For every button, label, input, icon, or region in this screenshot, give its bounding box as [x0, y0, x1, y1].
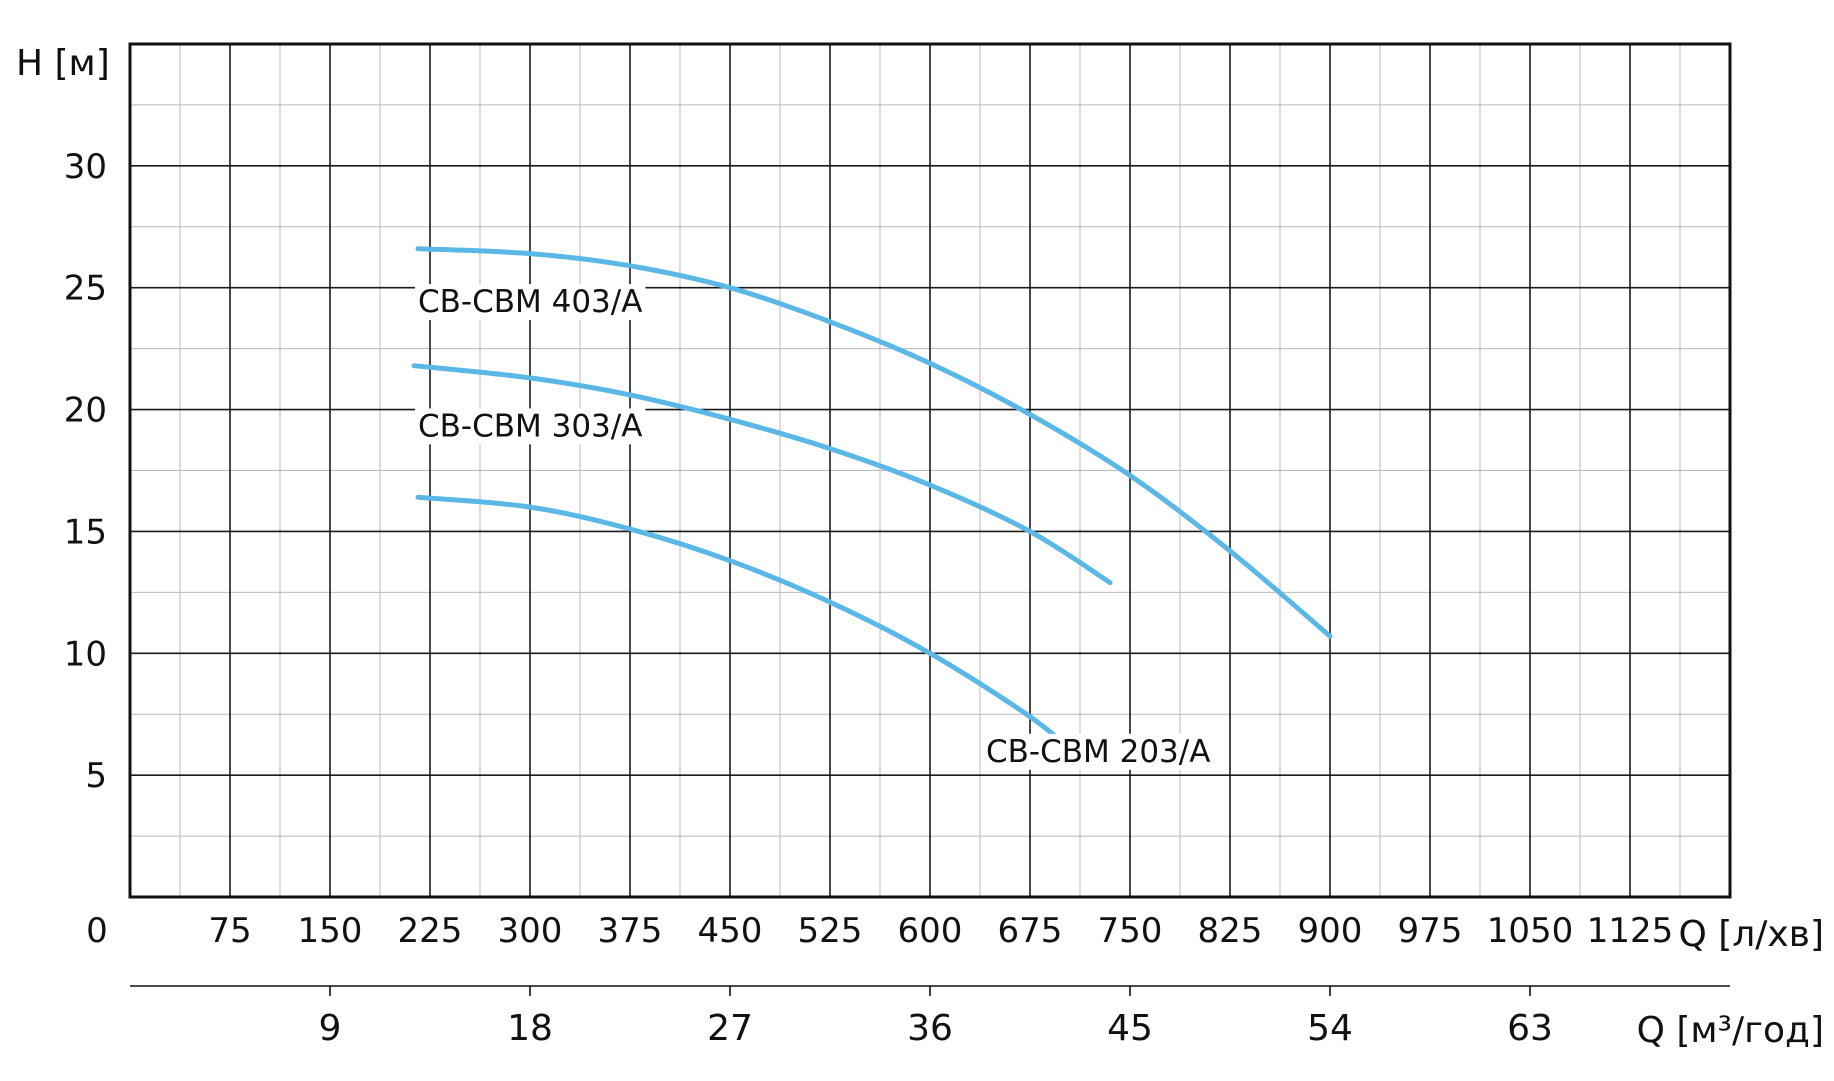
series-labels: CB-CBM 403/A CB-CBM 303/A CB-CBM 203/A [415, 284, 1214, 770]
y-tick-label: 10 [64, 634, 107, 674]
secondary-tick-label: 27 [707, 1008, 753, 1049]
series-label-2: CB-CBM 203/A [986, 734, 1210, 770]
x-tick-label: 450 [698, 911, 763, 951]
x-tick-label: 900 [1298, 911, 1363, 951]
x-tick-label: 825 [1198, 911, 1263, 951]
y-tick-label: 20 [64, 391, 107, 431]
x-tick-label: 75 [208, 911, 251, 951]
x-tick-label: 1125 [1587, 911, 1674, 951]
x-tick-label: 525 [798, 911, 863, 951]
x-tick-label: 0 [86, 911, 108, 951]
y-tick-label: 15 [64, 512, 107, 552]
series-label-background [983, 733, 1214, 770]
secondary-tick-label: 63 [1507, 1008, 1553, 1049]
y-tick-label: 25 [64, 269, 107, 309]
secondary-tick-label: 18 [507, 1008, 553, 1049]
secondary-tick-label: 45 [1107, 1008, 1153, 1049]
x-tick-label: 225 [398, 911, 463, 951]
secondary-x-axis-title: Q [м³/год] [1637, 1010, 1824, 1051]
x-tick-label: 150 [298, 911, 363, 951]
x-tick-label: 600 [898, 911, 963, 951]
x-tick-label: 300 [498, 911, 563, 951]
x-tick-label: 375 [598, 911, 663, 951]
secondary-tick-label: 9 [319, 1008, 342, 1049]
series-label-0: CB-CBM 403/A [418, 284, 642, 320]
series-line-0 [415, 246, 1333, 639]
plot-frame [128, 42, 1732, 899]
series-label-1: CB-CBM 303/A [418, 408, 642, 444]
x-tick-label: 750 [1098, 911, 1163, 951]
x-tick-label: 1050 [1487, 911, 1574, 951]
secondary-tick-labels: 9 18 27 36 45 54 63 [319, 986, 1553, 1049]
curves [411, 246, 1333, 761]
secondary-tick-label: 36 [907, 1008, 953, 1049]
series-label-background [415, 284, 646, 321]
y-axis-title: H [м] [16, 43, 110, 84]
y-tick-labels: 5 10 15 20 25 30 [64, 147, 107, 796]
series-line-1 [411, 363, 1113, 586]
series-line-2 [415, 494, 1084, 761]
x-tick-label: 675 [998, 911, 1063, 951]
x-tick-labels: 0 75 150 225 300 375 450 525 600 675 750 825 900 975 1… [86, 911, 1673, 951]
y-tick-label: 30 [64, 147, 107, 187]
x-axis-title: Q [л/хв] [1678, 914, 1824, 955]
secondary-tick-label: 54 [1307, 1008, 1353, 1049]
x-tick-label: 975 [1398, 911, 1463, 951]
y-tick-label: 5 [85, 756, 107, 796]
series-label-background [415, 408, 646, 445]
